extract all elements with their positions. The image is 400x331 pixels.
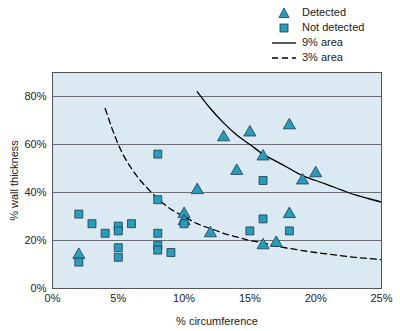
svg-text:5%: 5% xyxy=(110,292,126,304)
svg-text:% wall thickness: % wall thickness xyxy=(8,140,20,221)
html-text:Detected: Detected xyxy=(302,6,346,18)
svg-text:80%: 80% xyxy=(24,90,46,102)
svg-text:60%: 60% xyxy=(24,138,46,150)
html-text:9% area: 9% area xyxy=(302,36,343,48)
svg-text:25%: 25% xyxy=(370,292,392,304)
svg-text:10%: 10% xyxy=(173,292,195,304)
html-text:3% area: 3% area xyxy=(302,51,343,63)
html-text:Not detected: Not detected xyxy=(302,21,365,33)
svg-text:0%: 0% xyxy=(45,292,61,304)
svg-text:0%: 0% xyxy=(30,282,47,294)
svg-text:40%: 40% xyxy=(24,186,46,198)
svg-text:20%: 20% xyxy=(24,234,46,246)
svg-text:20%: 20% xyxy=(305,292,327,304)
svg-text:15%: 15% xyxy=(239,292,261,304)
svg-text:% circumference: % circumference xyxy=(176,315,258,327)
